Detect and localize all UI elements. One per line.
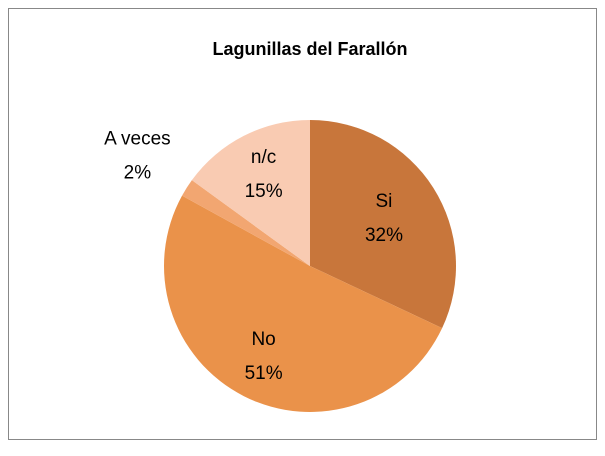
slice-value-label: 15% bbox=[245, 181, 283, 202]
pie-slice bbox=[182, 180, 310, 266]
slice-value-label: 2% bbox=[124, 162, 152, 183]
slice-label: n/c bbox=[251, 147, 276, 168]
slice-label: A veces bbox=[104, 128, 171, 149]
chart-title: Lagunillas del Farallón bbox=[212, 39, 407, 59]
pie-slice bbox=[310, 120, 456, 329]
slice-value-label: 32% bbox=[365, 225, 403, 246]
pie-slice bbox=[191, 120, 310, 266]
slice-value-label: 51% bbox=[245, 363, 283, 384]
slice-label: Si bbox=[376, 191, 393, 212]
slice-label: No bbox=[251, 329, 275, 350]
pie-slice bbox=[163, 195, 443, 413]
